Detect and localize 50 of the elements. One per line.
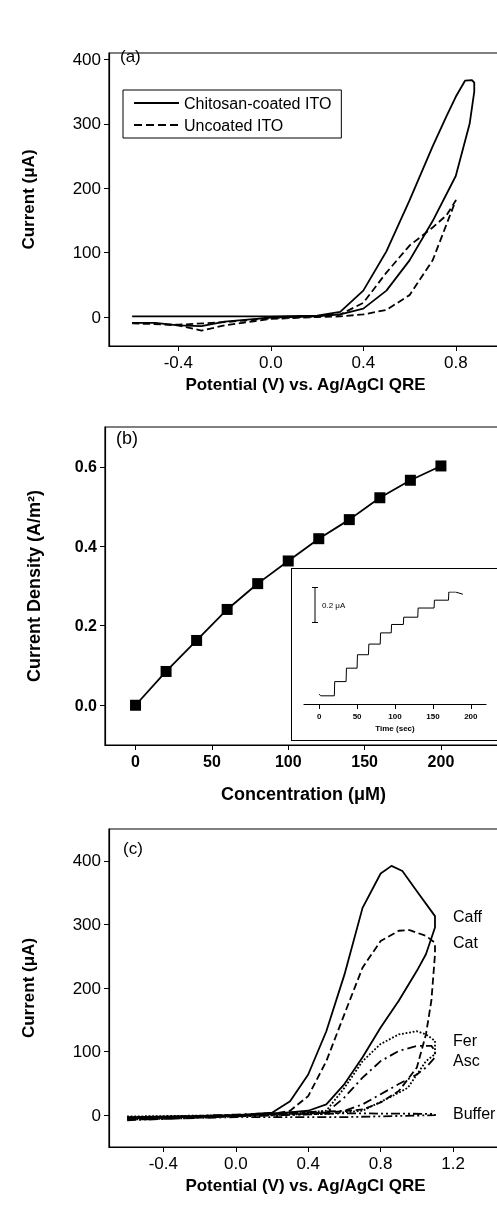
- x-tick-label: 50: [202, 752, 221, 770]
- y-tick-label: 0.2: [74, 617, 98, 635]
- series-label: Buffer: [452, 1105, 497, 1123]
- x-axis-title: Potential (V) vs. Ag/AgCl QRE: [185, 1176, 426, 1195]
- y-tick-label: 400: [72, 49, 101, 69]
- x-tick-label: 0.4: [351, 353, 376, 372]
- y-tick-label: 300: [72, 914, 101, 934]
- annotation: (b): [116, 428, 138, 448]
- y-tick-label: 200: [72, 178, 101, 198]
- x-tick-label: -0.4: [148, 1154, 178, 1173]
- annotation: (c): [123, 838, 143, 858]
- y-axis-title: Current (μA): [19, 149, 38, 250]
- x-tick-label: 100: [274, 752, 302, 770]
- y-tick-label: 400: [72, 851, 101, 871]
- legend-label: Uncoated ITO: [184, 116, 284, 134]
- x-tick-label: 100: [388, 711, 403, 721]
- y-tick-label: 0.4: [74, 537, 98, 555]
- y-axis-title: Current (μA): [19, 937, 38, 1039]
- x-axis-title: Potential (V) vs. Ag/AgCl QRE: [185, 375, 426, 394]
- x-tick-label: 0.8: [368, 1154, 393, 1173]
- x-tick-label: 150: [426, 711, 441, 721]
- x-tick-label: 0.0: [259, 353, 283, 372]
- y-tick-label: 100: [72, 243, 101, 263]
- x-axis-title: Concentration (μM): [221, 784, 386, 804]
- x-tick-label: 0.8: [443, 353, 468, 372]
- x-tick-label: 200: [427, 752, 455, 770]
- annotation: 0.2 μA: [322, 600, 346, 610]
- series-label: Fer: [452, 1032, 478, 1050]
- series-label: Caff: [452, 907, 483, 925]
- y-tick-label: 0: [91, 1105, 101, 1125]
- y-axis-title: Current Density (A/m²): [24, 489, 44, 683]
- y-tick-label: 0.6: [74, 458, 98, 476]
- x-tick-label: 0: [316, 711, 322, 721]
- series-label: Asc: [452, 1052, 480, 1070]
- x-tick-label: 0.4: [296, 1154, 321, 1173]
- y-tick-label: 0: [91, 307, 101, 327]
- x-tick-label: 150: [351, 752, 379, 770]
- x-tick-label: 50: [352, 711, 363, 721]
- x-tick-label: -0.4: [163, 353, 193, 372]
- series-label: Cat: [452, 934, 479, 952]
- x-axis-title: Time (sec): [375, 724, 416, 734]
- y-tick-label: 200: [72, 978, 101, 998]
- y-tick-label: 300: [72, 114, 101, 134]
- x-tick-label: 0.0: [223, 1154, 248, 1173]
- x-tick-label: 200: [464, 711, 479, 721]
- legend-label: Chitosan-coated ITO: [184, 94, 332, 112]
- y-tick-label: 100: [72, 1042, 101, 1062]
- x-tick-label: 1.2: [441, 1154, 465, 1173]
- x-tick-label: 0: [131, 752, 141, 770]
- annotation: (a): [120, 46, 141, 66]
